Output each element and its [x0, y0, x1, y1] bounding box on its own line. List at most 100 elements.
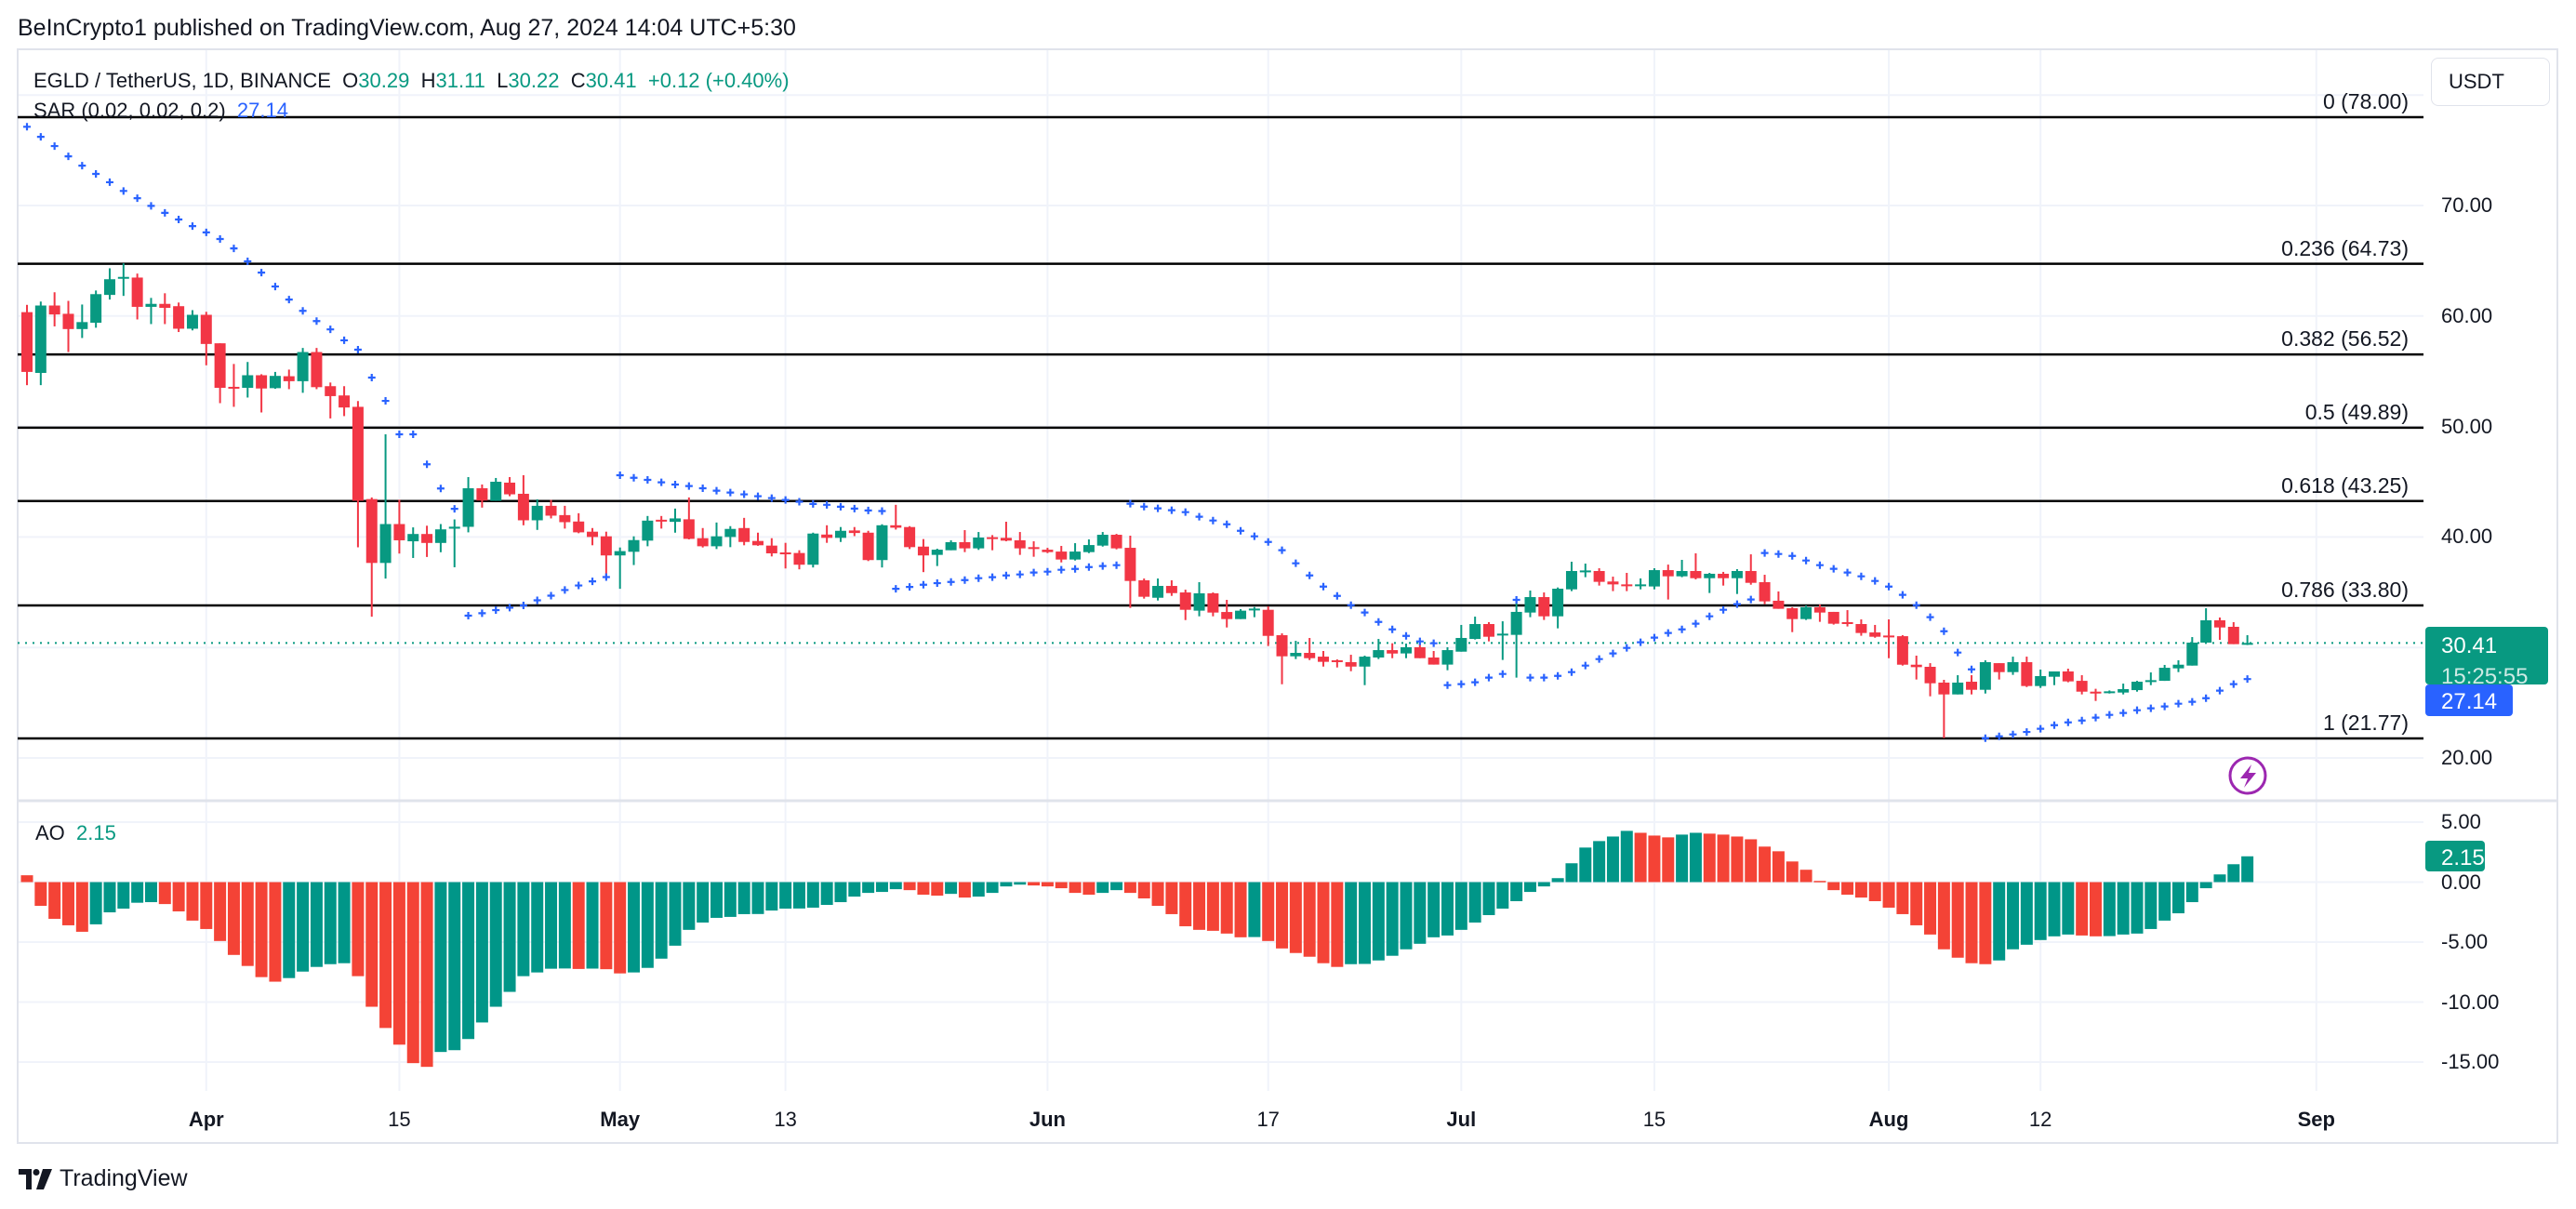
sar-dot: [961, 576, 969, 584]
candle: [876, 524, 888, 568]
open-value: 30.29: [358, 69, 410, 92]
candle-body: [325, 386, 337, 396]
sar-dot: [1760, 549, 1769, 557]
sar-dot: [1815, 561, 1824, 569]
sar-dot: [1223, 520, 1231, 528]
time-axis-label: 13: [774, 1108, 797, 1131]
candle: [642, 515, 654, 547]
tradingview-logo[interactable]: TradingView: [19, 1165, 188, 1192]
sar-dot: [2160, 702, 2169, 711]
ao-bar: [1414, 882, 1427, 944]
candle: [476, 484, 488, 508]
candle: [1069, 543, 1082, 561]
candle-body: [1841, 621, 1853, 624]
candle-body: [1165, 586, 1177, 593]
sar-dot: [1057, 565, 1066, 574]
candle: [1496, 621, 1508, 660]
candle: [1082, 539, 1095, 553]
currency-button[interactable]: USDT: [2431, 58, 2550, 106]
candle-body: [490, 482, 502, 501]
candle: [670, 508, 682, 533]
candle-body: [751, 540, 764, 546]
ao-bar: [1593, 841, 1606, 883]
ao-bar: [931, 882, 944, 897]
sar-dot: [353, 346, 362, 354]
ao-bar: [1468, 882, 1481, 923]
ao-bar: [1028, 882, 1041, 886]
ao-bar: [379, 882, 392, 1029]
candle: [1979, 659, 1991, 694]
candle: [600, 531, 612, 577]
ao-bar: [1386, 882, 1399, 956]
sar-dot: [1595, 655, 1603, 663]
ao-bar: [365, 882, 378, 1007]
candle-body: [48, 305, 60, 315]
sar-dot: [230, 245, 238, 253]
sar-dot: [947, 578, 955, 586]
candle: [1648, 568, 1660, 590]
candle-body: [462, 488, 474, 527]
ao-bar: [917, 882, 930, 896]
ao-bar: [1331, 882, 1344, 967]
ao-bar: [503, 882, 516, 992]
candle-body: [242, 375, 254, 389]
sar-dot: [602, 573, 610, 581]
sar-dot: [161, 208, 169, 217]
ao-legend[interactable]: AO 2.15: [35, 823, 116, 844]
ao-bar: [600, 882, 613, 970]
candle: [2035, 669, 2047, 688]
sar-dot: [1829, 565, 1838, 573]
candle: [724, 525, 737, 548]
fib-retracement[interactable]: [18, 115, 2423, 740]
ao-bar: [737, 882, 750, 914]
candle-body: [2144, 680, 2157, 683]
candle: [1690, 552, 1702, 580]
candle: [1207, 592, 1219, 617]
ao-bar: [1841, 882, 1854, 896]
ao-bar: [34, 882, 47, 907]
ao-bar: [834, 882, 847, 903]
candle: [434, 524, 446, 552]
sar-dot: [850, 504, 858, 512]
price-axis-label: 20.00: [2441, 746, 2493, 769]
candle-body: [1676, 570, 1688, 577]
sar-dot: [671, 480, 680, 488]
ao-bar: [131, 882, 144, 903]
ao-bar: [1441, 882, 1454, 936]
change-value: +0.12 (+0.40%): [647, 69, 790, 92]
sar-dot: [1181, 508, 1189, 516]
ao-bar: [1648, 835, 1661, 883]
sar-dot: [630, 473, 638, 482]
candle-body: [917, 546, 929, 556]
ao-bar: [2090, 882, 2102, 937]
candle: [1565, 562, 1577, 591]
sar-legend[interactable]: SAR (0.02, 0.02, 0.2) 27.14: [33, 100, 288, 121]
time-axis-label: Jul: [1446, 1108, 1477, 1131]
candle: [793, 550, 805, 570]
candle-body: [103, 279, 115, 296]
ao-bar: [531, 882, 544, 973]
alert-lightning-icon[interactable]: [2228, 756, 2267, 795]
candle: [559, 505, 571, 529]
ao-bar: [683, 882, 696, 930]
sar-dot: [1954, 648, 1962, 657]
sar-dot: [188, 222, 196, 231]
ao-bar: [352, 882, 365, 976]
price-axis-label: 60.00: [2441, 303, 2493, 327]
ao-bar: [1303, 882, 1316, 957]
sar-dot: [1857, 572, 1866, 580]
sar-dot: [616, 471, 624, 479]
candle: [1096, 532, 1109, 547]
candle-body: [448, 526, 460, 529]
ao-bar: [806, 882, 819, 908]
symbol-title[interactable]: EGLD / TetherUS, 1D, BINANCE: [33, 69, 331, 92]
ao-bar: [1579, 847, 1592, 883]
candle-body: [200, 314, 212, 344]
sar-dot: [2064, 718, 2072, 726]
ao-bar: [186, 882, 199, 921]
sar-dot: [1029, 568, 1038, 577]
candle: [628, 536, 640, 565]
ao-bar: [269, 882, 282, 982]
ao-bar: [297, 882, 310, 972]
